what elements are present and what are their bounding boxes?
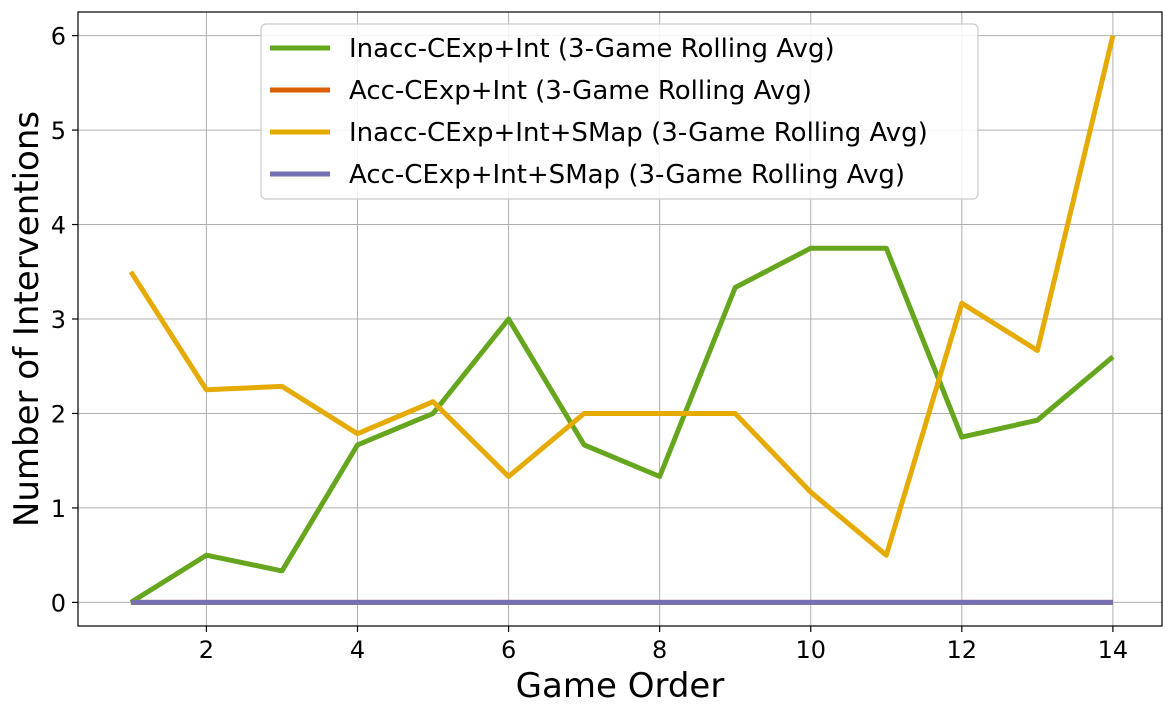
y-tick-label: 4 (51, 212, 66, 240)
x-tick-label: 6 (501, 636, 516, 664)
legend: Inacc-CExp+Int (3-Game Rolling Avg) Acc-C… (260, 23, 979, 200)
x-tick-label: 10 (795, 636, 826, 664)
series-line-3 (128, 35, 1116, 558)
y-axis-title: Number of Interventions (7, 111, 47, 527)
series-line-1 (129, 245, 1115, 605)
x-axis-title: Game Order (516, 666, 725, 706)
y-tick-label: 0 (51, 589, 66, 617)
legend-label-2: Acc-CExp+Int (3-Game Rolling Avg) (349, 76, 812, 106)
y-axis-ticks: 0 1 2 3 4 5 6 (51, 23, 78, 617)
x-tick-label: 8 (652, 636, 667, 664)
legend-label-4: Acc-CExp+Int+SMap (3-Game Rolling Avg) (349, 160, 905, 190)
y-tick-label: 2 (51, 400, 66, 428)
y-tick-label: 6 (51, 23, 66, 51)
x-tick-label: 4 (350, 636, 365, 664)
x-axis-ticks: 2 4 6 8 10 12 14 (199, 626, 1128, 664)
x-tick-label: 2 (199, 636, 214, 664)
x-tick-label: 12 (947, 636, 978, 664)
legend-label-3: Inacc-CExp+Int+SMap (3-Game Rolling Avg) (349, 118, 928, 148)
y-tick-label: 5 (51, 117, 66, 145)
y-tick-label: 3 (51, 306, 66, 334)
legend-label-1: Inacc-CExp+Int (3-Game Rolling Avg) (349, 34, 835, 64)
y-tick-label: 1 (51, 495, 66, 523)
series-lines (128, 35, 1116, 605)
x-tick-label: 14 (1098, 636, 1129, 664)
legend-frame (260, 23, 979, 200)
